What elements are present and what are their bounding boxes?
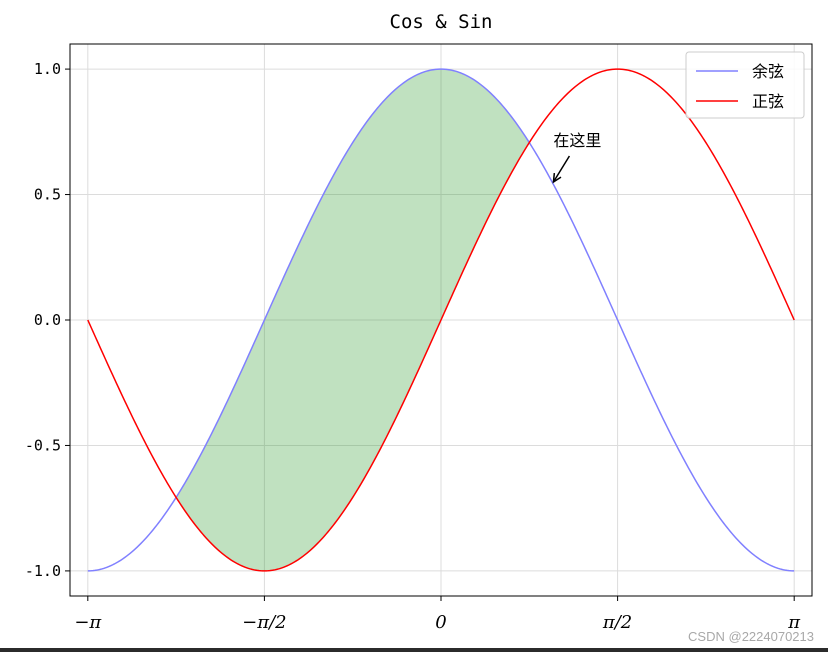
y-tick-label: -1.0 bbox=[25, 562, 61, 580]
series-lines bbox=[87, 68, 795, 572]
x-tick-label: π bbox=[787, 612, 801, 633]
legend-label: 余弦 bbox=[752, 62, 784, 81]
y-tick-label: 0.0 bbox=[34, 311, 61, 329]
annotation-text: 在这里 bbox=[553, 131, 601, 150]
x-tick-label: 0 bbox=[435, 612, 446, 633]
y-tick-label: 0.5 bbox=[34, 186, 61, 204]
bottom-border bbox=[0, 648, 828, 652]
y-tick-label: -0.5 bbox=[25, 436, 61, 454]
watermark: CSDN @2224070213 bbox=[688, 629, 814, 644]
annotation-arrowhead bbox=[552, 172, 562, 184]
annotation-arrow bbox=[552, 155, 571, 183]
x-tick-label: −π/2 bbox=[242, 612, 286, 633]
fill-region-layer bbox=[176, 69, 530, 571]
chart-title: Cos & Sin bbox=[390, 11, 493, 33]
legend-box bbox=[685, 51, 805, 119]
x-tick-label: π/2 bbox=[602, 612, 632, 633]
x-tick-label: −π bbox=[74, 612, 102, 633]
annotation: 在这里 bbox=[552, 131, 601, 184]
axis-ticks: 1.0 0.5 0.0 -0.5 -1.0 −π −π/2 0 π/2 π bbox=[25, 60, 801, 633]
legend-label: 正弦 bbox=[752, 92, 784, 111]
y-tick-label: 1.0 bbox=[34, 60, 61, 78]
fill-between-region bbox=[176, 69, 530, 571]
